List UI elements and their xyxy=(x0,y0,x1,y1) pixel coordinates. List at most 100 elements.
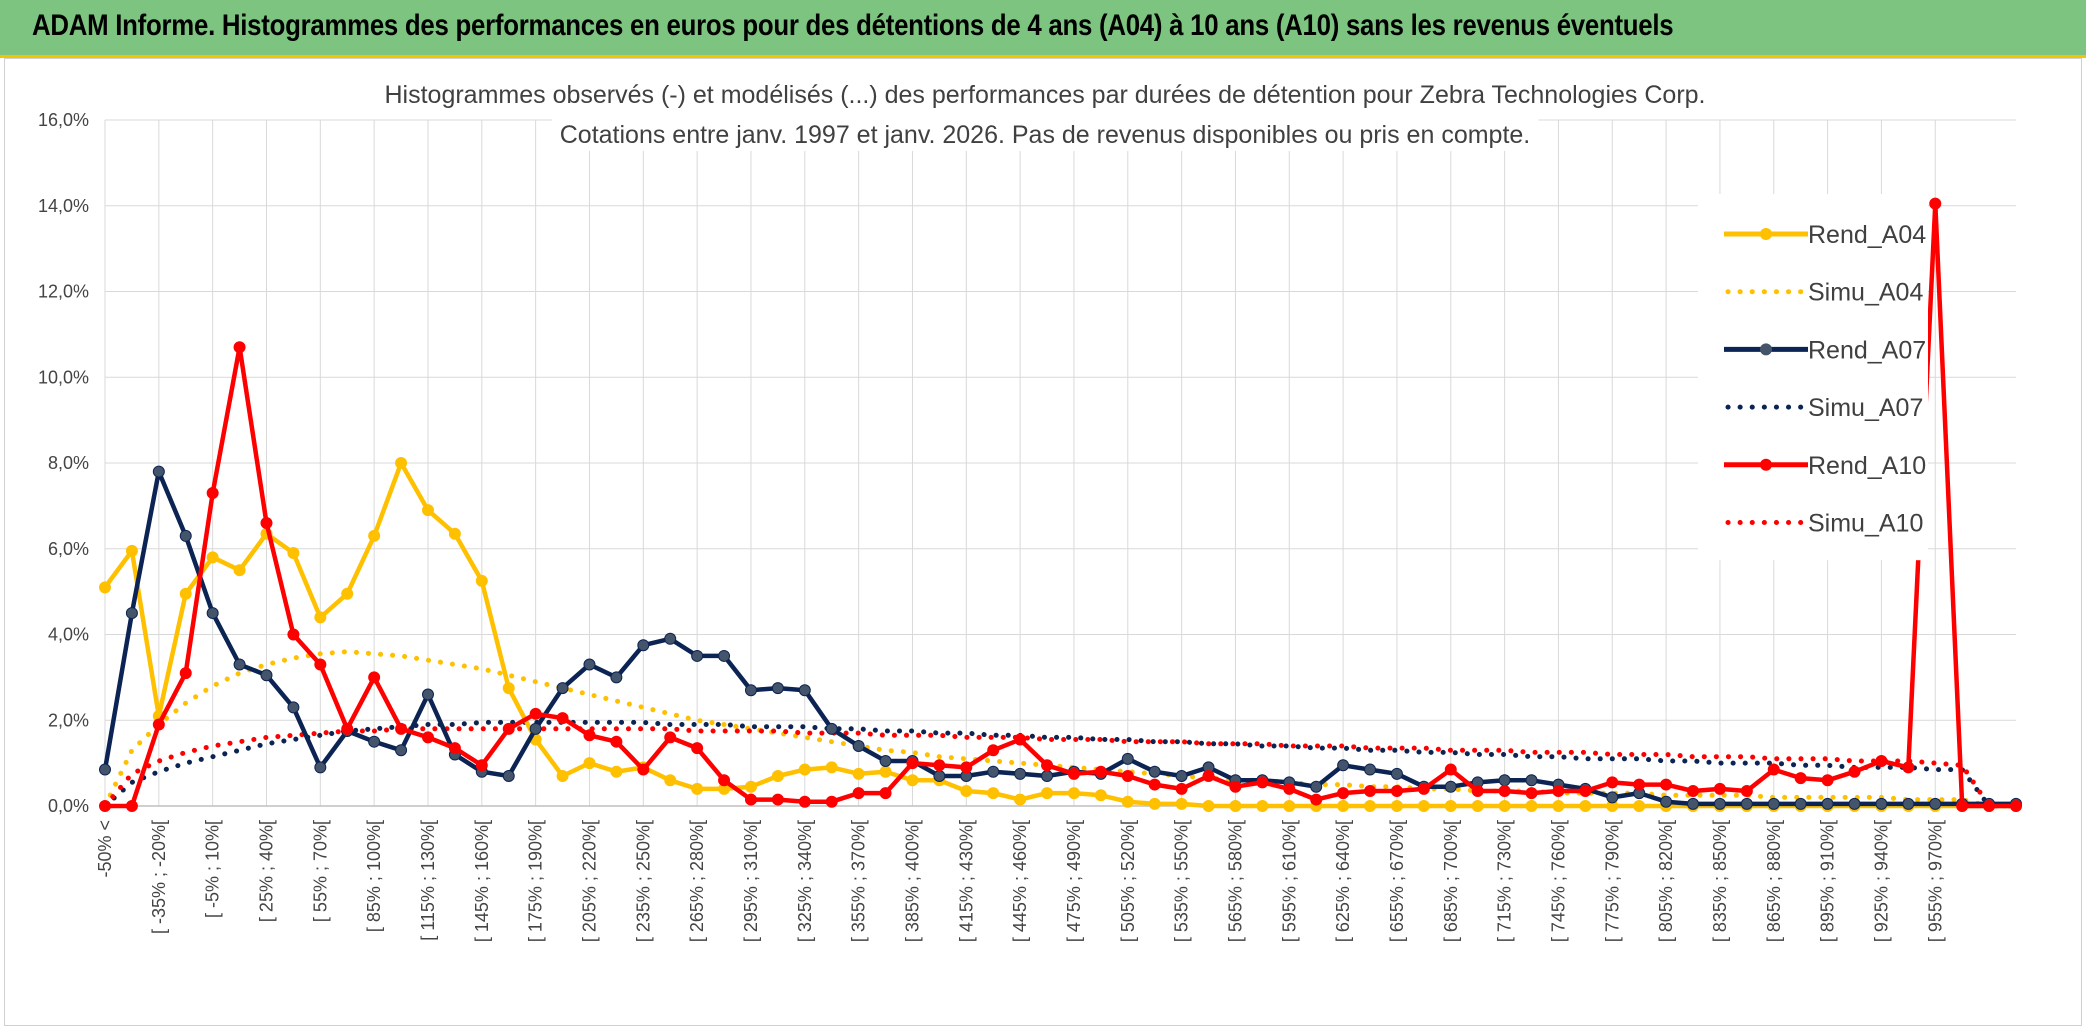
data-point-rend-a07 xyxy=(1337,759,1350,772)
data-point-rend-a10 xyxy=(637,763,650,776)
legend-label-simu-a07: Simu_A07 xyxy=(1808,394,1923,422)
data-point-rend-a10 xyxy=(368,671,381,684)
legend-label-rend-a04: Rend_A04 xyxy=(1808,221,1926,249)
data-point-rend-a07 xyxy=(1713,797,1726,810)
data-point-rend-a07 xyxy=(718,649,731,662)
data-point-rend-a04 xyxy=(1337,800,1350,812)
data-point-rend-a07 xyxy=(1767,797,1780,810)
data-point-rend-a04 xyxy=(1094,789,1107,802)
data-point-rend-a07 xyxy=(1014,767,1027,780)
x-tick-label: [ -35% ; -20%[ xyxy=(149,820,169,934)
data-point-rend-a10 xyxy=(798,795,811,808)
data-point-rend-a07 xyxy=(314,761,327,774)
data-point-rend-a07 xyxy=(1390,767,1403,780)
data-point-rend-a04 xyxy=(1525,800,1538,812)
data-point-rend-a10 xyxy=(1283,782,1296,795)
x-tick-label: [ 295% ; 310%[ xyxy=(741,820,761,942)
legend-background xyxy=(1698,194,1928,561)
data-point-rend-a04 xyxy=(1471,800,1484,812)
y-tick-label: 16,0% xyxy=(38,110,89,130)
data-point-rend-a07 xyxy=(1148,765,1161,778)
data-point-rend-a10 xyxy=(1390,784,1403,797)
data-point-rend-a10 xyxy=(395,722,408,735)
data-point-rend-a04 xyxy=(1283,800,1296,812)
data-point-rend-a10 xyxy=(260,517,273,530)
data-point-rend-a04 xyxy=(1390,800,1403,812)
data-point-rend-a07 xyxy=(1902,797,1915,810)
data-point-rend-a10 xyxy=(1848,765,1861,778)
data-point-rend-a04 xyxy=(825,761,838,774)
data-point-rend-a10 xyxy=(852,787,865,800)
data-point-rend-a07 xyxy=(664,632,677,645)
data-point-rend-a10 xyxy=(1552,784,1565,797)
chart-title-background xyxy=(376,79,1714,111)
data-point-rend-a04 xyxy=(99,581,111,594)
data-point-rend-a07 xyxy=(771,682,784,695)
data-point-rend-a07 xyxy=(421,688,434,701)
data-point-rend-a04 xyxy=(610,765,623,778)
data-point-rend-a07 xyxy=(1121,752,1134,765)
data-point-rend-a07 xyxy=(798,684,811,697)
data-point-rend-a10 xyxy=(179,667,192,680)
data-point-rend-a10 xyxy=(906,757,919,770)
data-point-rend-a10 xyxy=(125,800,138,812)
x-tick-label: [ 805% ; 820%[ xyxy=(1656,820,1676,942)
chart-legend: Rend_A04 Simu_A04 Rend_A07 Simu_A07 Rend_A10… xyxy=(1698,194,1928,561)
data-point-rend-a10 xyxy=(475,759,488,772)
legend-marker-rend-a10 xyxy=(1760,458,1772,471)
data-point-rend-a07 xyxy=(502,769,515,782)
data-point-rend-a10 xyxy=(610,735,623,748)
x-tick-label: [ 175% ; 190%[ xyxy=(526,820,546,942)
x-tick-label: [ -5% ; 10%[ xyxy=(203,820,223,918)
x-tick-label: [ 415% ; 430%[ xyxy=(956,820,976,942)
x-tick-label: [ 745% ; 760%[ xyxy=(1548,820,1568,942)
x-tick-label: [ 565% ; 580%[ xyxy=(1225,820,1245,942)
data-point-rend-a04 xyxy=(987,787,1000,800)
y-tick-label: 4,0% xyxy=(48,625,89,645)
data-point-rend-a10 xyxy=(825,795,838,808)
y-tick-label: 8,0% xyxy=(48,453,89,473)
data-point-rend-a10 xyxy=(341,722,354,735)
data-point-rend-a10 xyxy=(1256,776,1269,789)
data-point-rend-a10 xyxy=(1444,763,1457,776)
data-point-rend-a07 xyxy=(556,682,569,695)
data-point-rend-a10 xyxy=(1067,767,1080,780)
data-point-rend-a04 xyxy=(125,544,138,557)
y-tick-label: 14,0% xyxy=(38,196,89,216)
data-point-rend-a10 xyxy=(1310,793,1323,806)
x-tick-label: [ 85% ; 100%[ xyxy=(364,820,384,932)
data-point-rend-a07 xyxy=(1821,797,1834,810)
data-point-rend-a04 xyxy=(771,769,784,782)
data-point-rend-a10 xyxy=(2010,800,2022,812)
data-point-rend-a07 xyxy=(1175,769,1188,782)
data-point-rend-a04 xyxy=(556,769,569,782)
data-point-rend-a10 xyxy=(1525,787,1538,800)
x-tick-label: [ 265% ; 280%[ xyxy=(687,820,707,942)
data-point-rend-a04 xyxy=(1202,800,1215,812)
legend-label-simu-a04: Simu_A04 xyxy=(1808,279,1923,307)
data-point-rend-a10 xyxy=(960,761,973,774)
x-tick-label: [ 235% ; 250%[ xyxy=(633,820,653,942)
x-tick-label: [ 595% ; 610%[ xyxy=(1279,820,1299,942)
data-point-rend-a10 xyxy=(1983,800,1996,812)
data-point-rend-a10 xyxy=(1902,761,1915,774)
y-tick-label: 0,0% xyxy=(48,796,89,816)
data-point-rend-a07 xyxy=(1740,797,1753,810)
data-point-rend-a10 xyxy=(556,712,569,725)
data-point-rend-a07 xyxy=(1929,797,1942,810)
data-point-rend-a07 xyxy=(1794,797,1807,810)
data-point-rend-a07 xyxy=(852,739,865,752)
data-point-rend-a07 xyxy=(99,763,111,776)
data-point-rend-a04 xyxy=(1229,800,1242,812)
data-point-rend-a07 xyxy=(179,529,192,542)
data-point-rend-a04 xyxy=(448,527,461,540)
data-point-rend-a10 xyxy=(529,707,542,720)
data-point-rend-a10 xyxy=(664,731,677,744)
data-point-rend-a07 xyxy=(368,735,381,748)
data-point-rend-a10 xyxy=(1498,784,1511,797)
data-point-rend-a04 xyxy=(502,682,515,695)
data-point-rend-a07 xyxy=(206,607,219,620)
data-point-rend-a10 xyxy=(448,742,461,755)
data-point-rend-a04 xyxy=(960,784,973,797)
